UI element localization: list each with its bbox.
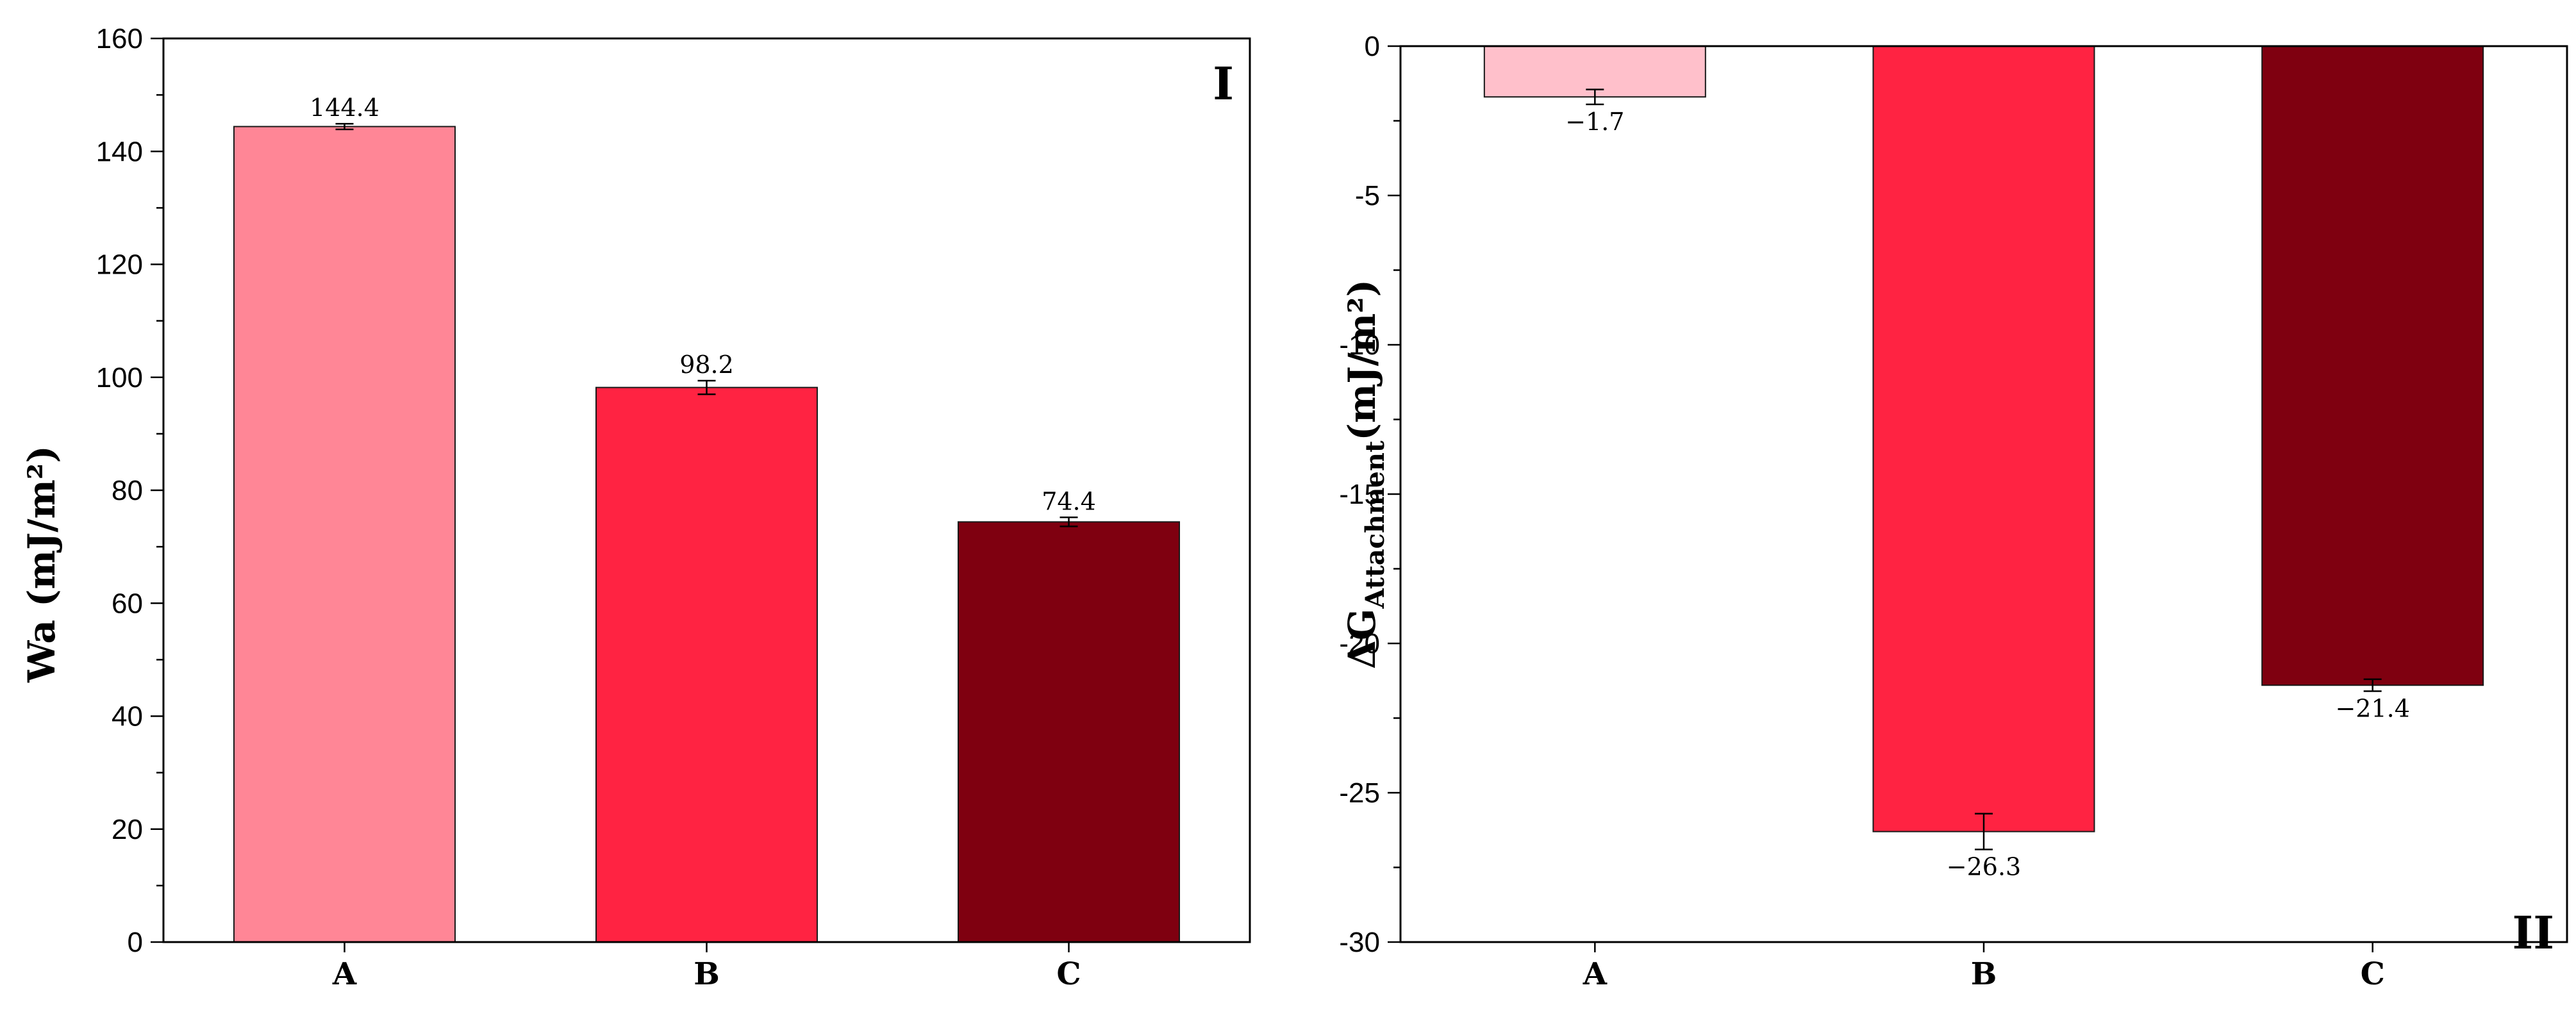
y-tick-label: 20 [112, 814, 143, 845]
y-tick-label: 0 [1365, 31, 1380, 62]
y-tick-label: 120 [96, 249, 143, 281]
x-tick-label-C: C [2361, 956, 2385, 992]
chart-panel-1: Wa (mJ/m²) I 144.4 A 98.2 B 74.4 C 0 20 40 60 80 10… [20, 23, 1251, 992]
panel-label: II [2513, 906, 2555, 959]
y-tick-label: -30 [1339, 927, 1380, 958]
y-tick-label: 0 [128, 927, 143, 958]
x-tick-label-A: A [1583, 956, 1608, 992]
y-axis-title: Wa (mJ/m²) [20, 445, 63, 683]
chart-panel-2: ΔGAttachment(mJ/m²) II −1.7 A −26.3 B −21.4 C… [1339, 31, 2568, 992]
y-tick-label: -5 [1355, 180, 1380, 211]
y-tick-label: 160 [96, 23, 143, 54]
bar-A [1483, 46, 1706, 98]
x-tick-label-C: C [1056, 956, 1081, 992]
data-label-B: 98.2 [679, 351, 734, 379]
y-tick-label: -20 [1339, 628, 1380, 659]
y-axis-title-main: ΔG [1340, 609, 1384, 670]
data-label-B: −26.3 [1947, 853, 2021, 881]
bar-B [1872, 46, 2095, 832]
bar-C [958, 521, 1180, 943]
y-tick-label: 140 [96, 136, 143, 167]
bar-A [233, 126, 456, 943]
y-tick-label: 60 [112, 588, 143, 619]
data-label-A: −1.7 [1565, 108, 1624, 136]
data-label-C: 74.4 [1042, 487, 1096, 515]
bar-C [2261, 46, 2484, 686]
data-label-C: −21.4 [2335, 695, 2409, 723]
bar-B [595, 386, 818, 943]
y-tick-label: 80 [112, 475, 143, 506]
y-tick-label: 100 [96, 362, 143, 393]
y-tick-label: 40 [112, 701, 143, 733]
y-tick-label: -10 [1339, 329, 1380, 361]
panel-label: I [1213, 57, 1234, 110]
x-tick-label-B: B [694, 956, 720, 992]
y-tick-label: -25 [1339, 777, 1380, 809]
y-axis-title-subscript: Attachment [1360, 440, 1390, 609]
data-label-A: 144.4 [310, 94, 379, 122]
y-axis-title: ΔGAttachment(mJ/m²) [1340, 279, 1390, 669]
y-axis-title-unit: (mJ/m²) [1340, 279, 1384, 441]
x-tick-label-A: A [332, 956, 357, 992]
y-tick-label: -15 [1339, 479, 1380, 510]
x-tick-label-B: B [1971, 956, 1997, 992]
